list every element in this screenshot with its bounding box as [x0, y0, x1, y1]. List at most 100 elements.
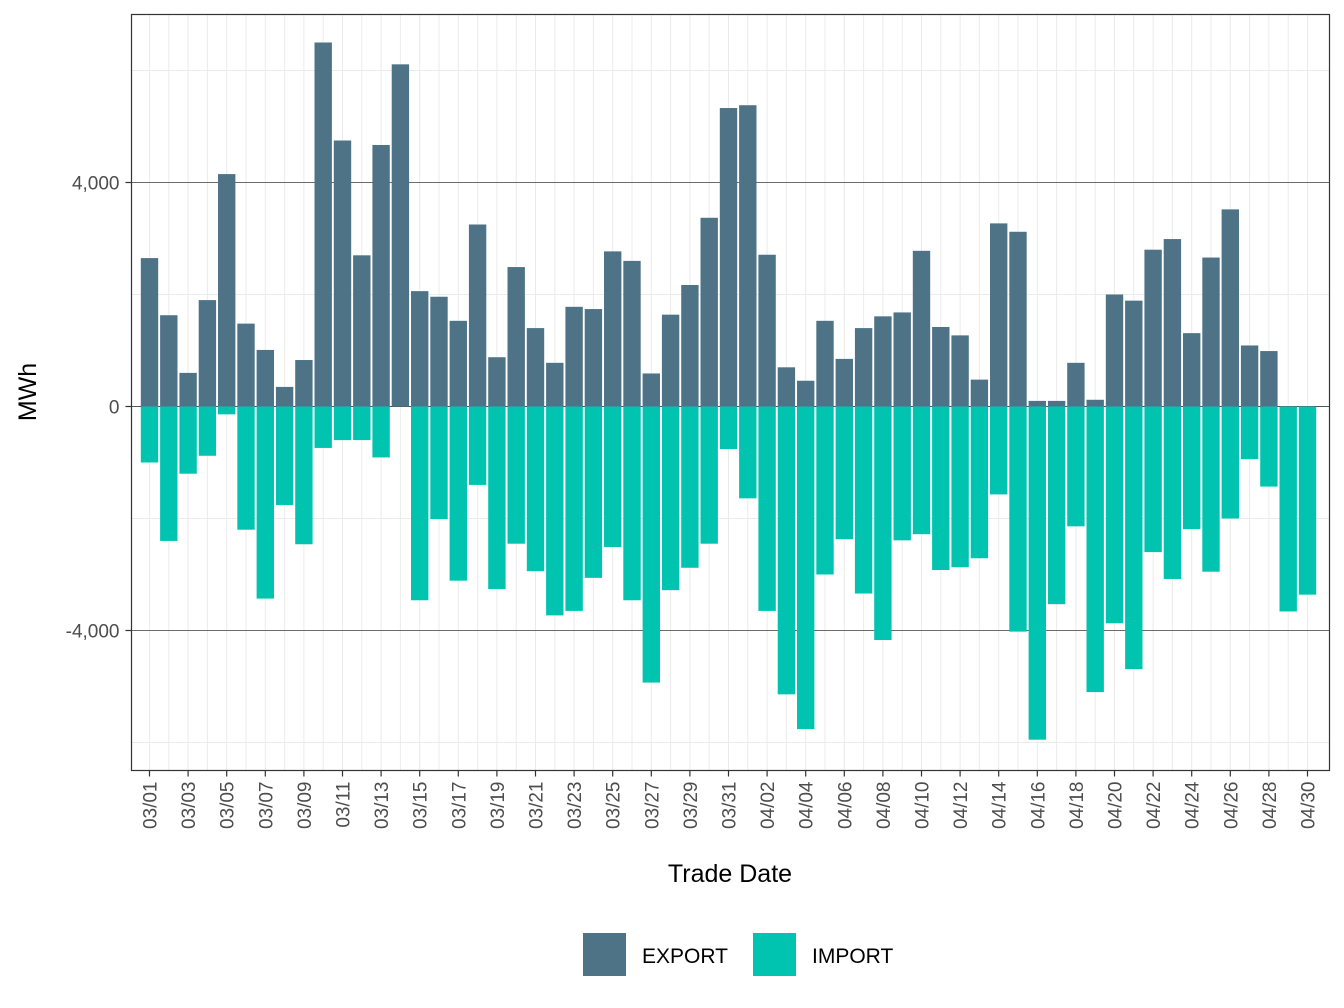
legend-swatch-import	[753, 933, 796, 976]
bar-export-03-29	[681, 284, 699, 407]
bar-import-04-16	[1028, 406, 1046, 740]
bar-export-03-22	[546, 362, 564, 407]
bar-import-03-08	[275, 406, 294, 506]
x-tick-label: 04/02	[758, 782, 779, 830]
bar-import-04-07	[854, 406, 873, 594]
bar-import-03-23	[565, 406, 583, 611]
bar-import-04-23	[1163, 406, 1182, 579]
bar-export-03-12	[353, 255, 371, 407]
bar-export-03-08	[275, 386, 294, 407]
x-tick-label: 03/21	[527, 782, 548, 830]
bar-import-03-31	[719, 406, 738, 450]
bar-export-04-02	[758, 254, 776, 407]
bar-import-04-22	[1144, 406, 1162, 553]
bar-import-03-09	[295, 406, 313, 545]
x-tick-label: 03/15	[411, 782, 432, 830]
bar-export-03-25	[604, 251, 622, 407]
x-tick-label: 04/12	[951, 782, 972, 830]
bar-export-04-01	[739, 105, 757, 407]
bar-export-03-06	[237, 323, 255, 407]
bar-export-04-10	[912, 250, 931, 407]
bar-import-04-05	[816, 406, 834, 575]
y-axis: -4,000 0 4,000	[66, 174, 132, 643]
bar-import-03-01	[140, 406, 159, 463]
bar-import-04-09	[893, 406, 911, 541]
bar-import-04-02	[758, 406, 776, 611]
bar-export-04-09	[893, 312, 911, 407]
bar-export-04-08	[874, 316, 892, 407]
bar-export-04-07	[854, 328, 873, 407]
bar-import-03-04	[198, 406, 217, 456]
bar-import-03-07	[256, 406, 274, 599]
bar-import-03-27	[642, 406, 660, 683]
bar-import-03-25	[604, 406, 622, 548]
bar-import-04-25	[1202, 406, 1220, 572]
x-tick-label: 04/22	[1144, 782, 1165, 830]
bar-export-03-01	[140, 258, 159, 407]
bar-export-04-25	[1202, 257, 1220, 407]
x-tick-label: 03/05	[218, 782, 239, 830]
bar-import-03-16	[430, 406, 448, 520]
bar-export-04-14	[990, 223, 1008, 407]
bar-import-04-20	[1105, 406, 1124, 624]
bar-export-04-16	[1028, 400, 1046, 407]
x-tick-label: 04/04	[797, 781, 818, 829]
bar-import-03-10	[314, 406, 332, 448]
legend-swatch-export	[583, 933, 626, 976]
bar-export-04-15	[1009, 231, 1027, 407]
bar-import-04-13	[970, 406, 989, 559]
bar-export-03-09	[295, 360, 313, 407]
bar-import-04-17	[1047, 406, 1066, 605]
bar-export-03-13	[372, 144, 390, 407]
bar-export-03-20	[507, 267, 525, 407]
bar-export-04-22	[1144, 249, 1162, 407]
bar-import-04-21	[1125, 406, 1143, 670]
bar-import-03-11	[333, 406, 352, 441]
x-tick-label: 04/06	[835, 782, 856, 830]
x-tick-label: 03/29	[681, 782, 702, 830]
x-tick-label: 03/03	[179, 782, 200, 830]
legend: EXPORT IMPORT	[583, 933, 893, 976]
x-tick-label: 03/17	[449, 782, 470, 830]
bar-import-03-13	[372, 406, 390, 458]
bar-import-03-29	[681, 406, 699, 568]
bar-import-04-24	[1183, 406, 1201, 530]
bar-export-04-23	[1163, 239, 1182, 407]
bar-export-04-18	[1067, 362, 1085, 407]
x-tick-label: 03/23	[565, 782, 586, 830]
bar-import-04-19	[1086, 406, 1104, 693]
bar-export-04-27	[1240, 345, 1259, 407]
bar-import-03-22	[546, 406, 564, 616]
bars	[140, 42, 1317, 740]
bar-export-04-28	[1260, 351, 1278, 407]
bar-import-04-03	[777, 406, 796, 695]
bar-export-03-30	[700, 217, 718, 407]
legend-label-export: EXPORT	[642, 945, 728, 968]
bar-import-03-02	[160, 406, 178, 541]
x-tick-label: 03/11	[334, 782, 355, 828]
bar-import-04-10	[912, 406, 931, 535]
bar-import-03-28	[661, 406, 680, 591]
bar-import-03-19	[488, 406, 506, 590]
bar-export-03-16	[430, 296, 448, 407]
bar-export-04-17	[1047, 400, 1066, 407]
bar-import-04-29	[1279, 406, 1297, 612]
bar-import-04-14	[990, 406, 1008, 495]
bar-export-03-28	[661, 314, 680, 407]
x-tick-label: 04/30	[1299, 782, 1320, 830]
x-tick-label: 04/16	[1028, 782, 1049, 830]
x-tick-label: 04/24	[1183, 781, 1204, 829]
bar-export-04-19	[1086, 399, 1104, 407]
bar-export-03-07	[256, 349, 274, 407]
bar-import-03-21	[526, 406, 545, 572]
bar-import-04-11	[932, 406, 950, 571]
bar-import-03-03	[179, 406, 197, 474]
bar-export-04-11	[932, 326, 950, 407]
bar-export-03-21	[526, 328, 545, 407]
x-tick-label: 03/27	[642, 782, 663, 830]
x-tick-label: 03/13	[372, 782, 393, 830]
bar-export-04-20	[1105, 294, 1124, 407]
bar-export-03-23	[565, 306, 583, 407]
bar-import-03-30	[700, 406, 718, 544]
